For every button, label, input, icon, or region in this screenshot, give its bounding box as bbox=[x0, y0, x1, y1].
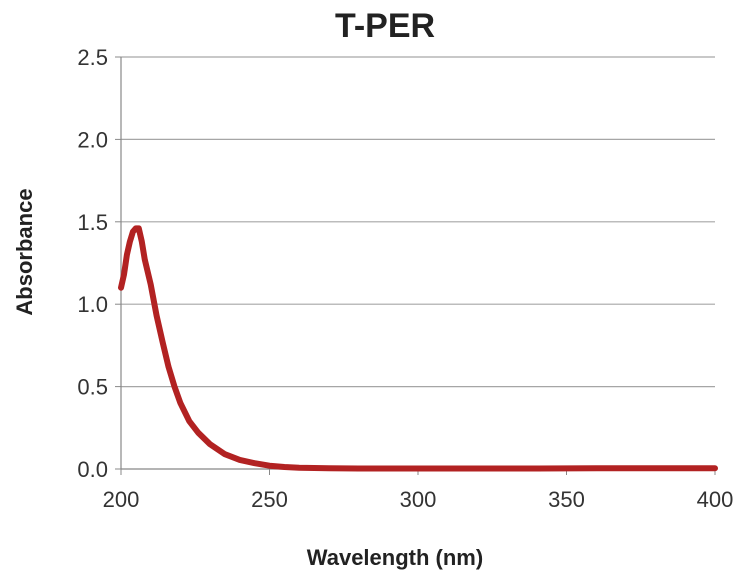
chart-title: T-PER bbox=[335, 7, 435, 45]
tick-layer: 0.0 0.5 1.0 1.5 2.0 2.5 200 250 300 350 400 bbox=[77, 45, 733, 512]
grid-layer bbox=[121, 56, 715, 388]
y-tick-label: 2.0 bbox=[77, 127, 108, 152]
x-tick-label: 250 bbox=[251, 487, 288, 512]
x-tick-label: 200 bbox=[103, 487, 140, 512]
series-layer bbox=[118, 225, 718, 472]
y-tick-label: 1.5 bbox=[77, 210, 108, 235]
y-axis-title: Absorbance bbox=[12, 188, 37, 315]
y-tick-label: 2.5 bbox=[77, 45, 108, 70]
y-tick-label: 0.5 bbox=[77, 375, 108, 400]
x-tick-label: 350 bbox=[548, 487, 585, 512]
x-axis-title: Wavelength (nm) bbox=[307, 545, 483, 570]
y-tick-label: 1.0 bbox=[77, 292, 108, 317]
series-line bbox=[118, 225, 718, 472]
x-tick-label: 400 bbox=[697, 487, 734, 512]
axis-layer bbox=[115, 56, 716, 475]
x-tick-label: 300 bbox=[400, 487, 437, 512]
y-tick-label: 0.0 bbox=[77, 457, 108, 482]
